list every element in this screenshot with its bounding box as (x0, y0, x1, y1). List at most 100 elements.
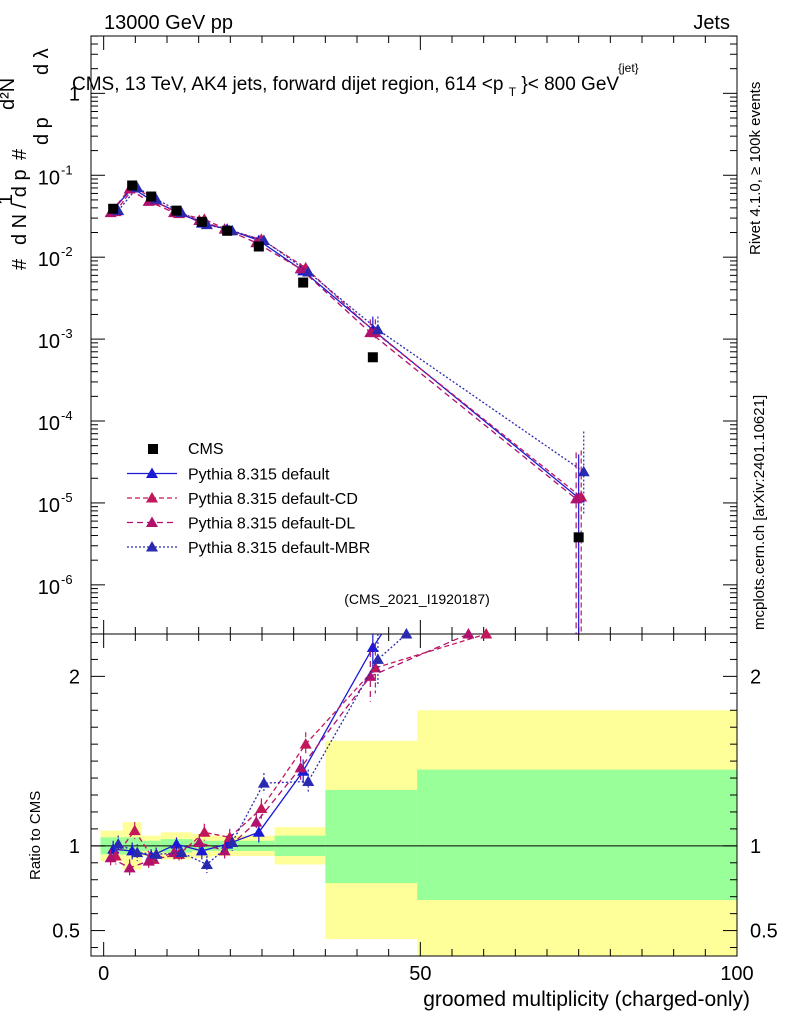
plot-title-prefix: CMS, 13 TeV, AK4 jets, forward dijet reg… (72, 74, 503, 95)
ratio-point-0 (195, 844, 208, 856)
cms-data-point (573, 532, 584, 543)
legend-label-0: Pythia 8.315 default (188, 467, 330, 484)
y-label-dN: d N / d p (9, 169, 31, 245)
ratio-y-tick-label-right: 0.5 (750, 921, 778, 943)
ratio-panel: 0 50 100 0.5 0.5 1 1 2 2 (52, 628, 778, 985)
plot-title-sub: T (509, 85, 517, 99)
legend-marker-1 (146, 492, 158, 503)
y-label-hash-mid: # (9, 148, 31, 160)
legend-marker-3 (146, 541, 158, 552)
series-point-3 (371, 323, 384, 335)
ratio-point-2 (142, 855, 155, 866)
plot-title: CMS, 13 TeV, AK4 jets, forward dijet reg… (72, 74, 619, 101)
ratio-point-3 (257, 777, 270, 788)
ratio-y-tick-label-right: 1 (750, 836, 761, 858)
y-label-d2N: d²N (0, 78, 19, 110)
legend-label-cms: CMS (188, 441, 224, 458)
cms-data-point (146, 191, 157, 202)
ratio-point-3 (175, 846, 188, 858)
series-line-1 (115, 185, 582, 498)
ratio-point-2 (193, 836, 206, 847)
category-label: Jets (693, 12, 730, 34)
ratio-point-2 (218, 844, 231, 856)
plot-title-sup: {jet} (618, 61, 639, 75)
ratio-point-1 (128, 824, 141, 836)
uncertainty-band-green-8 (417, 769, 737, 901)
ratio-point-1 (255, 802, 268, 814)
y-label-hash-top: # (9, 258, 31, 270)
x-axis-label: groomed multiplicity (charged-only) (423, 988, 750, 1011)
legend: CMS Pythia 8.315 default Pythia 8.315 defa… (127, 441, 370, 557)
legend-marker-0 (146, 467, 158, 478)
ratio-series-line-3 (117, 633, 407, 866)
ratio-y-tick-label-right: 2 (750, 666, 761, 688)
ratio-point-3 (371, 653, 384, 664)
cms-data-point (253, 241, 264, 252)
ratio-point-1 (480, 628, 493, 639)
series-line-2 (110, 188, 577, 500)
series-point-2 (294, 262, 307, 274)
y-label-dpT: d p (31, 117, 53, 145)
ratio-point-3 (302, 775, 315, 786)
ratio-point-1 (198, 826, 211, 837)
ratio-point-0 (252, 826, 265, 837)
series-point-3 (577, 465, 590, 477)
ratio-point-2 (104, 851, 117, 863)
main-panel: 10 -610 -510 -410 -310 -210 -11 (38, 35, 738, 635)
ratio-y-tick-label: 0.5 (52, 921, 80, 943)
legend-marker-cms (148, 444, 158, 454)
ratio-point-2 (250, 816, 263, 827)
main-y-tick-label: 10 (38, 331, 60, 353)
ratio-point-2 (462, 628, 475, 639)
main-y-axis-label: # d N / d p 1 # d p d²N d λ (0, 48, 53, 270)
plot-title-suffix: }< 800 GeV (521, 74, 619, 95)
ratio-point-3 (150, 848, 163, 859)
main-y-tick-exponent: -1 (61, 162, 73, 177)
x-tick-label: 0 (98, 963, 109, 985)
ratio-point-3 (131, 846, 144, 858)
ratio-point-3 (200, 858, 213, 869)
mcplots-label: mcplots.cern.ch [arXiv:2401.10621] (751, 395, 768, 630)
ratio-point-1 (299, 738, 312, 749)
y-label-one: 1 (0, 194, 17, 205)
ratio-point-0 (366, 641, 379, 653)
main-y-tick-label: 10 (38, 413, 60, 435)
main-y-tick-label: 10 (38, 495, 60, 517)
main-y-tick-exponent: -2 (61, 244, 73, 259)
ratio-point-3 (400, 628, 413, 639)
ratio-point-3 (226, 836, 239, 847)
ratio-point-2 (294, 761, 307, 773)
ratio-series-line-2 (110, 633, 469, 869)
main-y-tick-exponent: -5 (61, 490, 73, 505)
legend-label-3: Pythia 8.315 default-MBR (188, 540, 370, 557)
main-y-tick-label: 1 (69, 83, 80, 105)
cms-data-point (222, 225, 233, 236)
rivet-label: Rivet 4.1.0, ≥ 100k events (747, 82, 764, 255)
x-tick-label: 50 (409, 963, 431, 985)
y-label-dlambda: d λ (31, 48, 53, 75)
ratio-point-1 (369, 661, 382, 673)
series-line-0 (112, 187, 580, 499)
series-line-3 (117, 186, 585, 473)
cms-data-point (367, 352, 378, 363)
ratio-point-3 (112, 838, 125, 849)
main-y-tick-label: 10 (38, 167, 60, 189)
cms-data-point (127, 180, 138, 191)
series-point-2 (364, 326, 377, 338)
ratio-y-tick-label: 1 (69, 836, 80, 858)
ratio-point-2 (167, 846, 180, 858)
main-y-tick-exponent: -4 (61, 408, 73, 423)
series-point-3 (302, 265, 315, 277)
ratio-point-2 (123, 861, 136, 873)
uncertainty-band-green-7 (325, 789, 418, 884)
series-point-2 (570, 492, 583, 504)
main-y-tick-exponent: -3 (61, 326, 73, 341)
legend-label-1: Pythia 8.315 default-CD (188, 491, 358, 508)
cms-data-point (171, 205, 182, 216)
cms-data-point (298, 277, 309, 288)
legend-marker-2 (146, 516, 158, 527)
energy-label: 13000 GeV pp (104, 12, 233, 34)
cms-data-point (108, 203, 119, 214)
cms-data-point (196, 216, 207, 227)
